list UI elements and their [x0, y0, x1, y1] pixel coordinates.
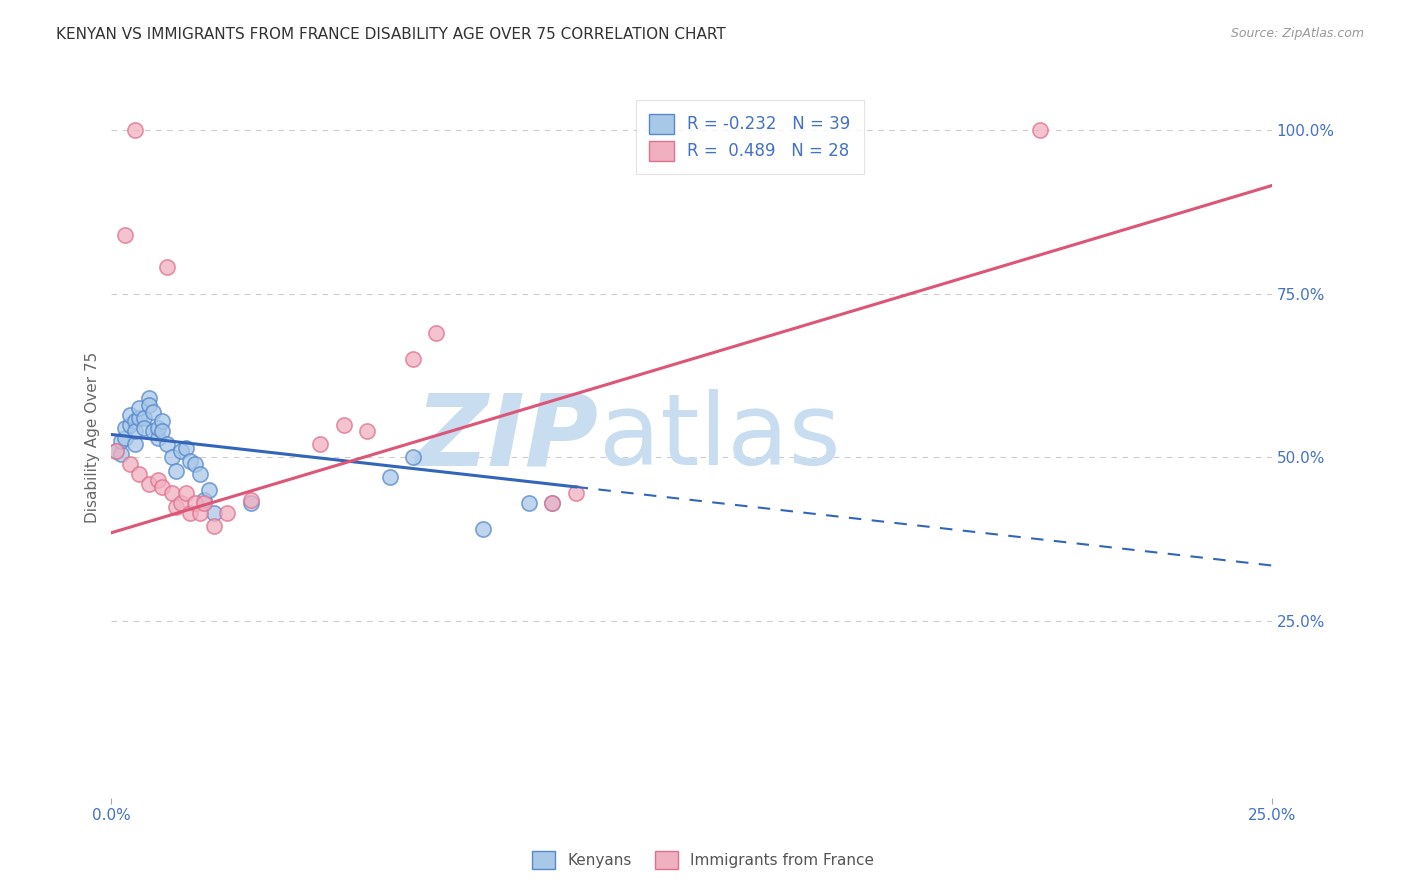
Point: [132, 411, 155, 425]
Point: [402, 450, 425, 465]
Point: [124, 424, 146, 438]
Point: [471, 523, 494, 537]
Text: atlas: atlas: [599, 389, 841, 486]
Point: [105, 443, 128, 458]
Point: [160, 486, 183, 500]
Point: [118, 417, 141, 432]
Point: [110, 434, 132, 448]
Point: [124, 437, 146, 451]
Point: [152, 480, 174, 494]
Point: [105, 443, 128, 458]
Point: [378, 470, 401, 484]
Point: [152, 424, 174, 438]
Text: ZIP: ZIP: [416, 389, 599, 486]
Point: [188, 506, 211, 520]
Point: [202, 506, 225, 520]
Point: [165, 500, 187, 514]
Point: [165, 463, 187, 477]
Point: [128, 467, 150, 481]
Point: [156, 260, 179, 275]
Point: [517, 496, 540, 510]
Point: [142, 404, 165, 418]
Point: [425, 326, 447, 340]
Point: [138, 476, 160, 491]
Y-axis label: Disability Age Over 75: Disability Age Over 75: [86, 352, 100, 524]
Point: [179, 506, 201, 520]
Point: [184, 496, 207, 510]
Point: [128, 411, 150, 425]
Point: [156, 437, 179, 451]
Point: [146, 421, 169, 435]
Point: [541, 496, 564, 510]
Point: [124, 123, 146, 137]
Point: [170, 496, 193, 510]
Point: [110, 447, 132, 461]
Point: [146, 431, 169, 445]
Point: [114, 431, 136, 445]
Text: KENYAN VS IMMIGRANTS FROM FRANCE DISABILITY AGE OVER 75 CORRELATION CHART: KENYAN VS IMMIGRANTS FROM FRANCE DISABIL…: [56, 27, 725, 42]
Point: [193, 496, 215, 510]
Point: [114, 227, 136, 242]
Point: [541, 496, 564, 510]
Point: [170, 443, 193, 458]
Point: [564, 486, 586, 500]
Point: [356, 424, 378, 438]
Point: [146, 473, 169, 487]
Point: [198, 483, 221, 498]
Point: [202, 519, 225, 533]
Point: [118, 457, 141, 471]
Point: [179, 453, 201, 467]
Point: [114, 421, 136, 435]
Point: [152, 414, 174, 428]
Point: [239, 493, 262, 508]
Point: [132, 421, 155, 435]
Legend: R = -0.232   N = 39, R =  0.489   N = 28: R = -0.232 N = 39, R = 0.489 N = 28: [636, 100, 863, 174]
Point: [160, 450, 183, 465]
Point: [188, 467, 211, 481]
Point: [193, 493, 215, 508]
Legend: Kenyans, Immigrants from France: Kenyans, Immigrants from France: [526, 845, 880, 875]
Point: [118, 408, 141, 422]
Point: [1029, 123, 1052, 137]
Point: [142, 424, 165, 438]
Point: [239, 496, 262, 510]
Point: [217, 506, 239, 520]
Point: [174, 441, 197, 455]
Point: [138, 392, 160, 406]
Point: [184, 457, 207, 471]
Text: Source: ZipAtlas.com: Source: ZipAtlas.com: [1230, 27, 1364, 40]
Point: [128, 401, 150, 416]
Point: [174, 486, 197, 500]
Point: [402, 352, 425, 367]
Point: [138, 398, 160, 412]
Point: [309, 437, 332, 451]
Point: [124, 414, 146, 428]
Point: [332, 417, 354, 432]
